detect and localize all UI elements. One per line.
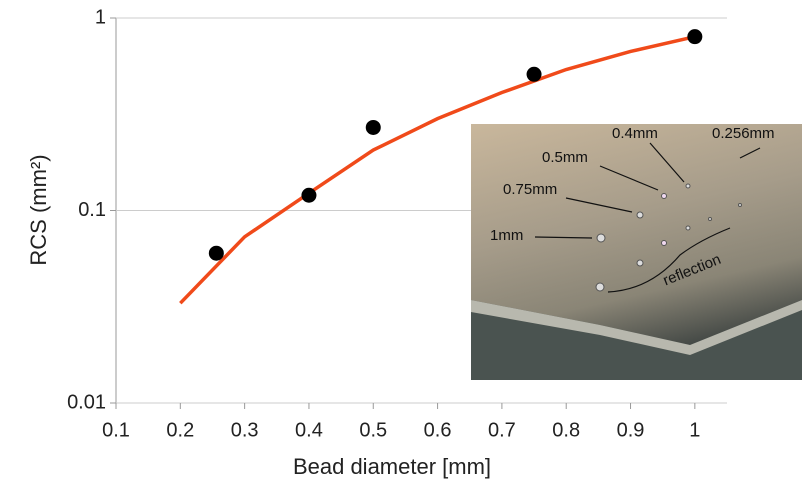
data-point: [208, 245, 224, 261]
data-point: [365, 119, 381, 135]
y-axis-title: RCS (mm²): [26, 154, 51, 265]
x-tick-label: 0.3: [231, 419, 259, 441]
x-tick-label: 0.4: [295, 419, 323, 441]
x-tick-label: 1: [689, 419, 700, 441]
y-tick-label: 1: [95, 6, 106, 28]
x-axis-title: Bead diameter [mm]: [293, 454, 491, 479]
x-tick-label: 0.5: [359, 419, 387, 441]
data-point: [687, 29, 703, 45]
fit-line: [179, 34, 696, 305]
inset-label: 0.4mm: [612, 125, 658, 142]
y-tick-label: 0.1: [78, 199, 106, 221]
photo-rim: [471, 300, 802, 355]
x-tick-label: 0.2: [166, 419, 194, 441]
beads: [595, 183, 742, 292]
y-tick-label: 0.01: [67, 391, 106, 413]
inset-label: 1mm: [490, 227, 523, 244]
x-tick-label: 0.1: [102, 419, 130, 441]
x-tick-label: 0.7: [488, 419, 516, 441]
x-tick-label: 0.8: [552, 419, 580, 441]
inset-label: 0.256mm: [712, 125, 775, 142]
arrows: [534, 142, 761, 293]
data-point: [526, 66, 542, 82]
x-tick-label: 0.9: [617, 419, 645, 441]
inset-label: 0.5mm: [542, 149, 588, 166]
x-tick-label: 0.6: [424, 419, 452, 441]
inset-label: 0.75mm: [503, 181, 557, 198]
data-point: [301, 187, 317, 203]
